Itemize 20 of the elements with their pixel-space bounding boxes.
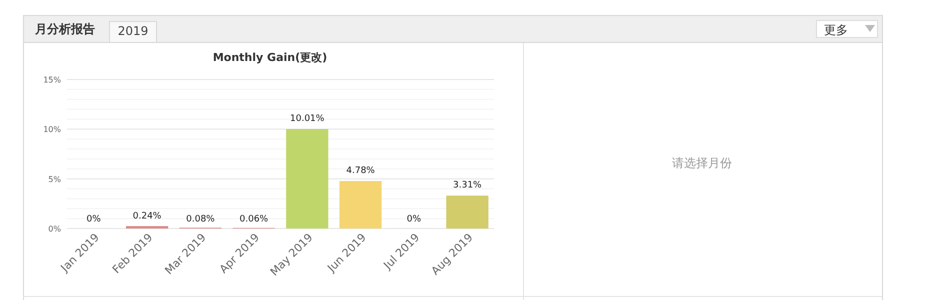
text: 更多 [824, 23, 848, 37]
y-tick-label: 0% [48, 224, 62, 234]
data-label: 0.06% [240, 214, 269, 224]
bar [446, 196, 488, 228]
data-label: 0% [86, 214, 102, 224]
bar [339, 181, 382, 228]
data-label: 3.31% [453, 180, 482, 191]
y-tick-label: 10% [43, 125, 62, 134]
y-tick-label: 5% [48, 174, 62, 184]
text: 请选择月份 [672, 156, 732, 170]
data-label: 0.24% [132, 212, 162, 222]
data-label: 0.08% [186, 214, 216, 224]
text: 2019 [118, 24, 148, 38]
data-label: 4.78% [346, 166, 376, 176]
y-tick-label: 15% [43, 76, 62, 84]
chart-title: Monthly Gain(更改) [212, 51, 328, 64]
data-label: 10.01% [290, 114, 325, 124]
text: 月分析报告 [34, 22, 95, 36]
data-label: 0% [406, 214, 422, 224]
bar [286, 129, 328, 228]
